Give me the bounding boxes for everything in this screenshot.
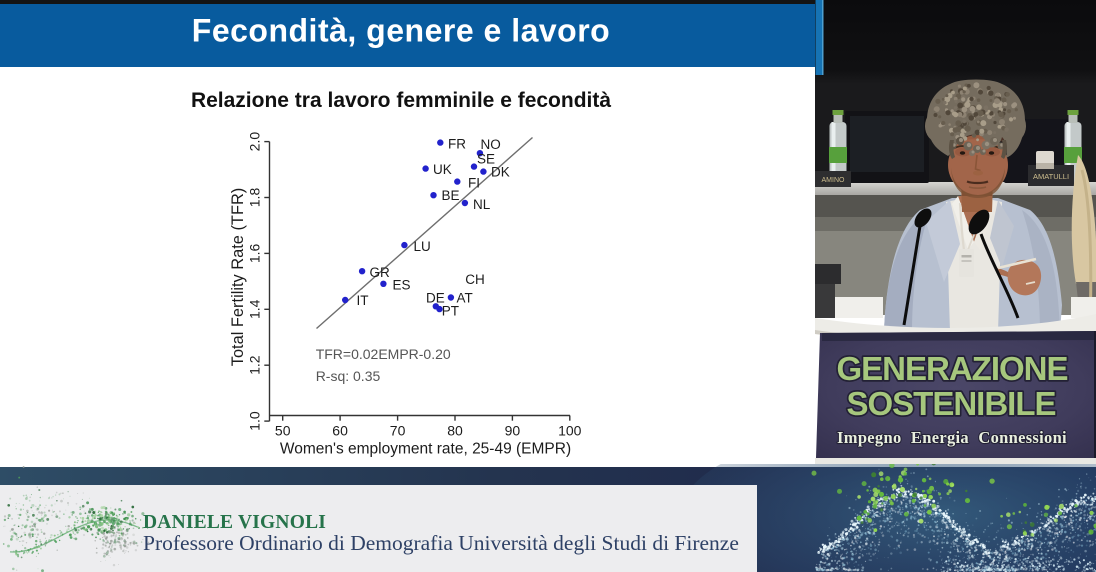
svg-text:PT: PT — [442, 304, 459, 319]
svg-text:50: 50 — [275, 423, 291, 439]
svg-text:NO: NO — [481, 137, 501, 152]
svg-text:Relazione tra lavoro femminile: Relazione tra lavoro femminile e fecondi… — [191, 89, 611, 112]
svg-text:Professore Ordinario di Demogr: Professore Ordinario di Demografia Unive… — [143, 531, 739, 555]
svg-text:AT: AT — [457, 291, 473, 306]
svg-text:LU: LU — [414, 239, 431, 254]
svg-text:AMINO: AMINO — [822, 177, 846, 184]
svg-text:DK: DK — [491, 165, 510, 180]
svg-text:90: 90 — [505, 423, 521, 439]
svg-text:Impegno Energia Connessioni: Impegno Energia Connessioni — [837, 428, 1067, 447]
svg-text:70: 70 — [390, 423, 406, 439]
svg-text:FI: FI — [468, 176, 480, 191]
svg-text:IT: IT — [357, 293, 369, 308]
svg-text:ES: ES — [393, 278, 411, 293]
svg-text:2.0: 2.0 — [247, 132, 263, 152]
svg-text:Women's employment rate, 25-49: Women's employment rate, 25-49 (EMPR) — [280, 441, 571, 458]
svg-text:R-sq: 0.35: R-sq: 0.35 — [316, 368, 381, 384]
svg-text:DANIELE VIGNOLI: DANIELE VIGNOLI — [143, 512, 326, 533]
svg-text:GR: GR — [370, 265, 391, 280]
svg-text:Total Fertility Rate (TFR): Total Fertility Rate (TFR) — [229, 188, 247, 367]
svg-text:100: 100 — [558, 423, 582, 439]
svg-text:NL: NL — [473, 197, 491, 212]
svg-text:1.4: 1.4 — [247, 299, 263, 319]
svg-text:DE: DE — [426, 291, 445, 306]
svg-text:Fecondità, genere e lavoro: Fecondità, genere e lavoro — [192, 13, 610, 49]
svg-text:1.0: 1.0 — [247, 411, 263, 431]
svg-text:TFR=0.02EMPR-0.20: TFR=0.02EMPR-0.20 — [316, 346, 451, 362]
svg-text:1.8: 1.8 — [247, 188, 263, 208]
svg-text:SOSTENIBILE: SOSTENIBILE — [846, 385, 1055, 422]
svg-text:1.6: 1.6 — [247, 243, 263, 263]
svg-text:GENERAZIONE: GENERAZIONE — [836, 350, 1067, 387]
svg-text:CH: CH — [465, 272, 485, 287]
svg-text:1.2: 1.2 — [247, 355, 263, 375]
svg-text:UK: UK — [433, 162, 452, 177]
svg-text:BE: BE — [442, 188, 460, 203]
svg-text:60: 60 — [332, 423, 348, 439]
svg-text:FR: FR — [448, 137, 466, 152]
svg-text:80: 80 — [447, 423, 463, 439]
svg-text:AMATULLI: AMATULLI — [1033, 172, 1069, 181]
svg-text:SE: SE — [477, 152, 495, 167]
